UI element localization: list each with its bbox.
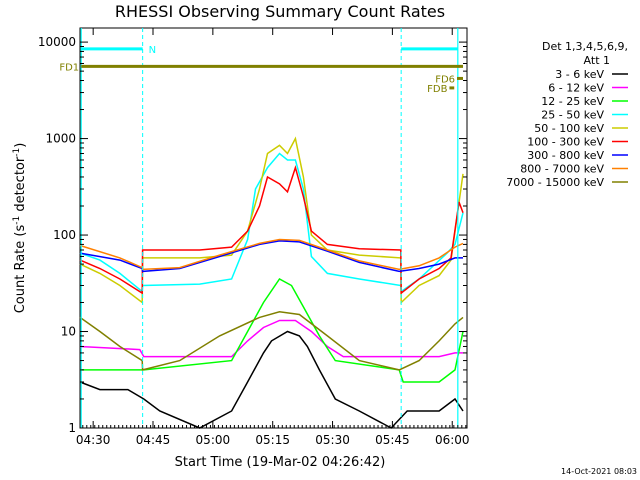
legend-header-line-2: Att 1 bbox=[584, 54, 610, 67]
y-tick-label-4: 10000 bbox=[38, 35, 76, 49]
legend-label-7: 800 - 7000 keV bbox=[520, 163, 604, 176]
legend-label-4: 50 - 100 keV bbox=[534, 122, 604, 135]
y-axis-title-end: ) bbox=[13, 143, 28, 148]
series-line-1 bbox=[79, 319, 463, 358]
y-tick-label-1: 10 bbox=[61, 325, 76, 339]
series-line-5 bbox=[79, 164, 464, 295]
flag-label-1: FD1 bbox=[59, 62, 79, 73]
legend-label-5: 100 - 300 keV bbox=[527, 136, 604, 149]
x-tick-label-2: 05:00 bbox=[196, 433, 231, 447]
legend-label-8: 7000 - 15000 keV bbox=[506, 176, 604, 189]
footer-timestamp: 14-Oct-2021 08:03 bbox=[561, 467, 637, 476]
y-tick-label-0: 1 bbox=[68, 421, 76, 435]
flag-label-0: N bbox=[149, 45, 156, 56]
flag-label-3: FDB bbox=[427, 84, 447, 95]
y-axis-title-sup1: -1 bbox=[12, 216, 22, 225]
x-tick-label-3: 05:15 bbox=[255, 433, 290, 447]
legend-label-1: 6 - 12 keV bbox=[548, 82, 604, 95]
series-line-2 bbox=[80, 278, 464, 383]
legend-label-3: 25 - 50 keV bbox=[541, 109, 604, 122]
series-line-8 bbox=[79, 311, 464, 371]
x-tick-label-1: 04:45 bbox=[136, 433, 171, 447]
x-tick-label-5: 05:45 bbox=[375, 433, 410, 447]
x-axis: 04:30 04:45 05:00 05:15 05:30 05:45 06:00 bbox=[76, 28, 470, 447]
y-tick-label-3: 1000 bbox=[45, 132, 76, 146]
x-tick-label-0: 04:30 bbox=[76, 433, 111, 447]
series-line-0 bbox=[79, 330, 464, 429]
legend-header-line-1: Det 1,3,4,5,6,9, bbox=[542, 40, 628, 53]
plot-frame bbox=[79, 27, 468, 429]
marker-layer bbox=[80, 28, 459, 428]
y-axis-title-mid: detector bbox=[13, 156, 28, 216]
chart-title: RHESSI Observing Summary Count Rates bbox=[115, 2, 445, 21]
flag-label-2: FD6 bbox=[435, 74, 455, 85]
x-tick-label-4: 05:30 bbox=[315, 433, 350, 447]
legend-label-6: 300 - 800 keV bbox=[527, 149, 604, 162]
y-axis-title-sup2: -1 bbox=[12, 148, 22, 157]
y-axis-title: Count Rate (s-1 detector-1) bbox=[12, 143, 28, 314]
x-tick-label-6: 06:00 bbox=[435, 433, 470, 447]
legend-label-0: 3 - 6 keV bbox=[555, 68, 604, 81]
y-tick-label-2: 100 bbox=[53, 228, 76, 242]
x-axis-title: Start Time (19-Mar-02 04:26:42) bbox=[175, 455, 386, 470]
legend-label-2: 12 - 25 keV bbox=[541, 95, 604, 108]
y-axis: 1 10 100 1000 10000 bbox=[38, 35, 467, 435]
y-axis-title-main: Count Rate (s bbox=[13, 225, 28, 314]
